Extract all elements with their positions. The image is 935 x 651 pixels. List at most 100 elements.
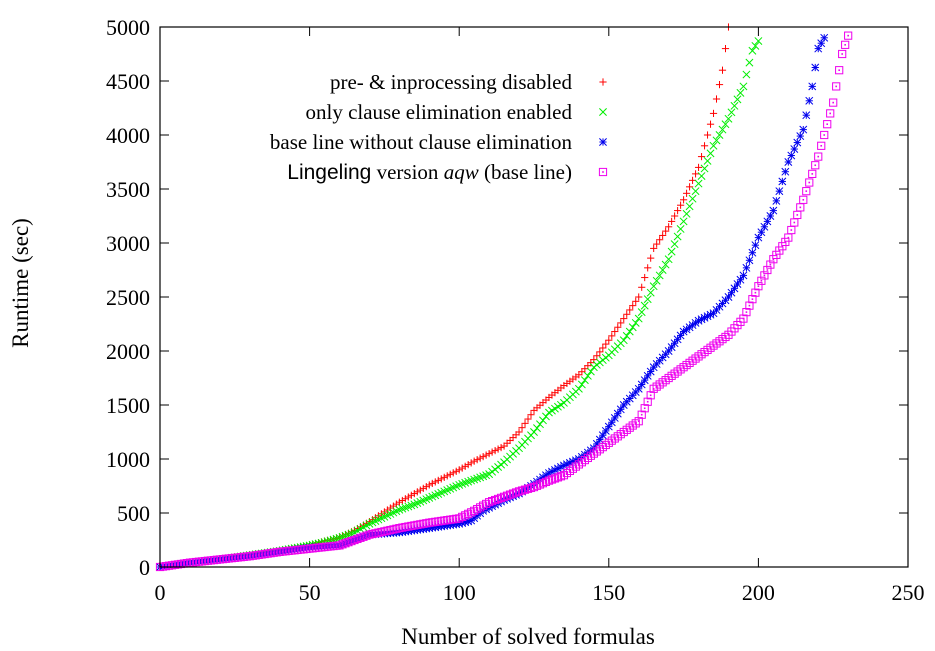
data-point <box>661 260 670 269</box>
data-point <box>464 477 473 486</box>
data-point <box>583 453 592 463</box>
data-point <box>461 462 469 470</box>
data-point <box>739 271 748 280</box>
data-point <box>611 327 619 336</box>
data-point <box>553 473 563 482</box>
data-point <box>443 486 452 495</box>
legend-label-pre-inprocessing-disabled: pre- & inprocessing disabled <box>330 70 573 94</box>
data-point <box>778 242 787 251</box>
data-point <box>697 153 706 161</box>
data-point <box>359 532 368 541</box>
data-point <box>820 33 829 42</box>
x-axis-tick-labels: 0 50 100 150 200 250 <box>155 580 925 605</box>
data-point <box>643 295 652 304</box>
data-point <box>434 476 442 484</box>
data-point <box>541 477 551 486</box>
data-point <box>592 447 601 456</box>
data-point <box>706 310 715 319</box>
y-tick-label: 4500 <box>106 69 150 94</box>
data-point <box>703 345 712 355</box>
data-point <box>649 282 658 291</box>
data-point <box>530 428 538 436</box>
data-point <box>745 58 754 67</box>
data-point <box>679 217 688 226</box>
data-point <box>422 483 430 491</box>
data-point <box>455 514 464 523</box>
data-point <box>446 484 455 493</box>
data-point <box>479 453 487 461</box>
data-point <box>574 384 583 393</box>
data-point <box>536 420 544 429</box>
data-point <box>739 314 748 323</box>
data-point <box>586 367 595 376</box>
data-point <box>527 411 535 419</box>
data-point <box>733 280 742 288</box>
data-point <box>739 82 748 91</box>
data-point <box>581 365 589 373</box>
data-point <box>626 306 634 314</box>
data-point <box>398 504 407 513</box>
data-point <box>587 359 595 367</box>
data-point <box>715 81 724 89</box>
data-point <box>488 448 496 456</box>
data-point <box>601 426 610 435</box>
data-point <box>505 490 515 499</box>
series-boxdot-points <box>155 31 853 572</box>
data-point <box>404 493 412 501</box>
data-point <box>521 419 529 427</box>
data-point <box>508 489 518 498</box>
data-point <box>425 481 433 489</box>
data-point <box>694 352 703 361</box>
data-point <box>362 531 371 540</box>
data-point <box>665 223 673 231</box>
data-point <box>407 501 416 510</box>
data-point <box>844 31 853 40</box>
data-point <box>625 423 634 432</box>
data-point <box>614 323 622 331</box>
data-point <box>784 158 793 166</box>
data-point <box>634 417 643 426</box>
data-point <box>676 365 685 374</box>
data-point <box>637 380 646 389</box>
data-point <box>559 471 569 480</box>
data-point <box>607 418 616 427</box>
data-point <box>524 415 532 423</box>
data-point <box>709 341 718 350</box>
data-point <box>578 368 586 376</box>
data-point <box>640 376 649 385</box>
data-point <box>482 451 490 459</box>
data-point <box>458 512 467 521</box>
data-point <box>808 82 817 91</box>
data-point <box>497 443 505 452</box>
data-point <box>338 540 347 549</box>
data-point <box>730 101 739 110</box>
data-point <box>647 254 655 262</box>
data-point <box>826 109 835 118</box>
data-point <box>496 493 506 502</box>
data-point <box>637 410 646 419</box>
legend-marker-plus <box>599 78 607 86</box>
data-point <box>656 236 664 244</box>
data-point <box>476 473 485 482</box>
data-point <box>619 336 628 345</box>
data-point <box>535 480 545 489</box>
data-point <box>829 98 838 107</box>
data-point <box>667 247 676 256</box>
data-point <box>658 378 667 387</box>
data-point <box>718 125 727 134</box>
data-point <box>467 476 476 485</box>
data-point <box>616 405 625 414</box>
data-point <box>703 156 712 165</box>
data-point <box>437 475 445 483</box>
data-point <box>676 225 685 233</box>
data-point <box>446 470 454 478</box>
data-point <box>458 479 467 488</box>
data-point <box>401 503 410 512</box>
data-point <box>347 536 356 546</box>
data-point <box>596 348 604 356</box>
data-point <box>655 271 664 280</box>
data-point <box>703 131 712 139</box>
data-point <box>709 141 718 150</box>
data-point <box>763 265 772 275</box>
